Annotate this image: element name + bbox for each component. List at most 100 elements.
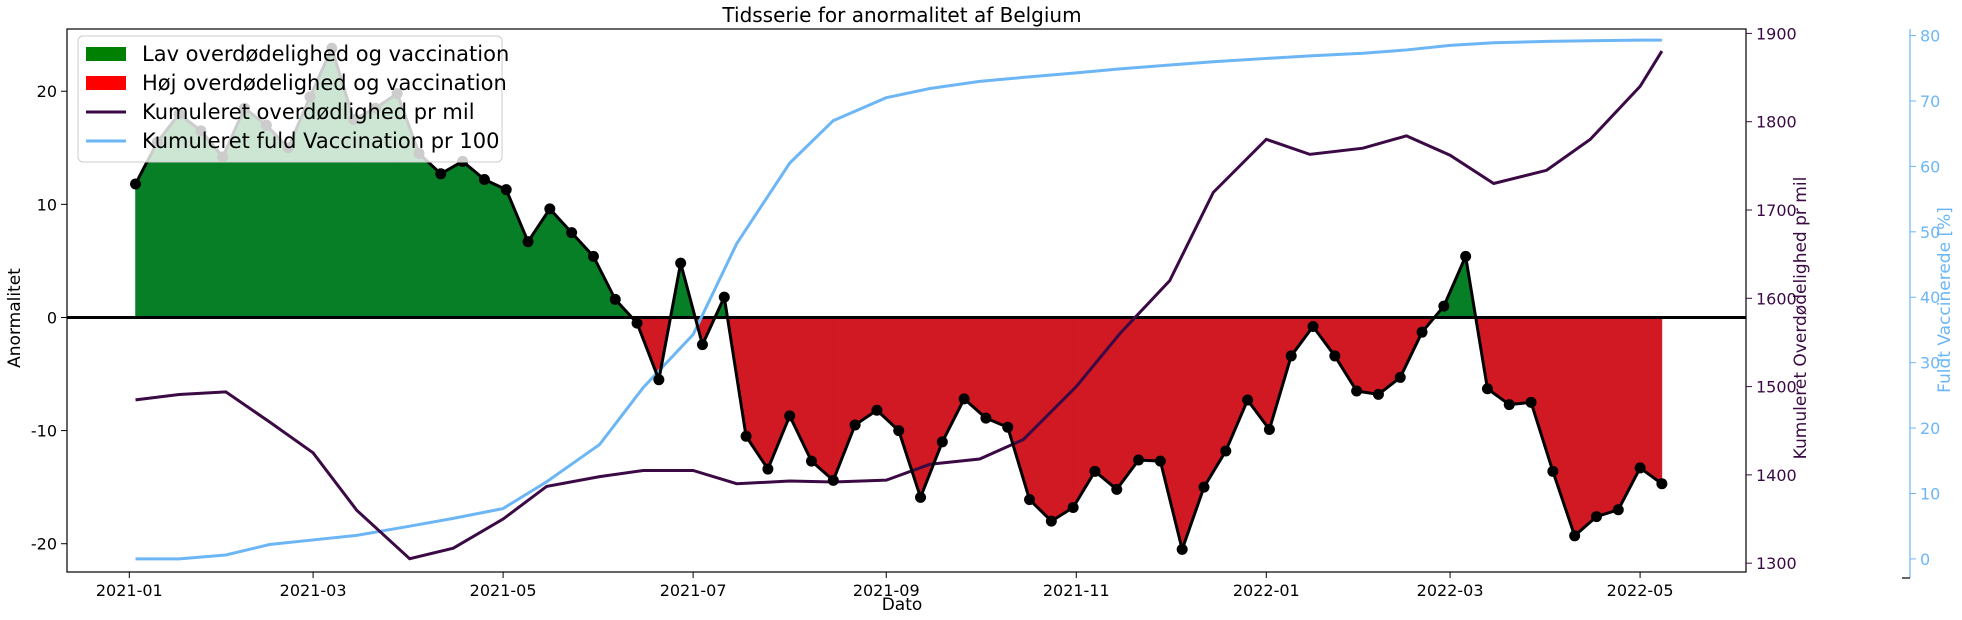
anomaly-fill-segment [1203,317,1227,489]
legend-label: Kumuleret overdødlighed pr mil [142,100,475,124]
anomaly-point [1285,350,1297,362]
anomaly-fill-segment [1160,317,1183,550]
anomaly-point [1002,421,1014,433]
anomaly-fill-segment [462,160,485,318]
anomaly-point [1460,250,1472,262]
anomaly-fill-segment [985,317,1009,428]
anomaly-fill-segment [440,160,463,318]
anomaly-point [1045,515,1057,527]
anomaly-fill-segment [1617,317,1641,510]
y3-axis-label: Fuldt Vaccinerede [%] [1935,207,1955,393]
y2-tick-label: 1400 [1756,466,1797,485]
anomaly-point [1024,494,1036,506]
vaccination-series-line [135,38,1662,561]
anomaly-point [653,374,665,386]
y-tick-label: -10 [31,422,57,441]
anomaly-point [1067,502,1079,514]
anomaly-point [1372,388,1384,400]
anomaly-point [1590,511,1602,523]
anomaly-point [784,410,796,422]
y2-tick-label: 1300 [1756,554,1797,573]
mortality-series-line [135,50,1664,561]
anomaly-point [478,173,490,185]
anomaly-point [849,419,861,431]
anomaly-point [1656,478,1668,490]
anomaly-point [762,463,774,475]
y3-tick-label: 10 [1920,484,1940,503]
anomaly-point [435,168,447,180]
x-tick-label: 2022-01 [1233,581,1300,600]
y3-tick-label: 20 [1920,419,1940,438]
anomaly-point [696,339,708,351]
anomaly-point [1111,483,1123,495]
y2-tick-label: 1800 [1756,113,1797,132]
anomaly-point [1154,455,1166,467]
anomaly-fill-segment [1574,317,1597,537]
anomaly-point [1416,326,1428,338]
y-tick-label: 0 [47,308,57,327]
anomaly-fill-segment [1508,317,1532,405]
anomaly-point [675,257,687,269]
x-tick-label: 2021-11 [1043,581,1110,600]
anomaly-point [1438,300,1450,312]
y-tick-label: -20 [31,535,57,554]
anomaly-point [871,404,883,416]
anomaly-point [1176,543,1188,555]
anomaly-point [936,436,948,448]
anomaly-point [1307,321,1319,333]
legend-label: Høj overdødelighed og vaccination [142,71,507,95]
y3-tick-label: 30 [1920,354,1940,373]
anomaly-point [958,393,970,405]
anomaly-point [1329,350,1341,362]
axes: 2021-01 2021-03 2021-05 2021-07 2021-09 2021-… [31,24,1941,600]
anomaly-point [1133,454,1145,466]
x-tick-label: 2022-05 [1607,581,1674,600]
legend-patch [86,76,126,90]
x-tick-label: 2021-03 [280,581,347,600]
anomaly-point [609,293,621,305]
anomaly-fill-segment [1639,317,1663,485]
anomaly-point [827,474,839,486]
y3-tick-label: 40 [1920,288,1940,307]
anomaly-point [1569,530,1581,542]
anomaly-fill-segment [1596,317,1619,517]
legend-label: Kumuleret fuld Vaccination pr 100 [142,129,499,153]
legend-patch [86,47,126,61]
anomaly-fill-segment [1138,317,1161,462]
anomaly-point [544,203,556,215]
legend: Lav overdødelighed og vaccination Høj ove… [77,35,509,163]
y2-axis-label: Kumuleret Overdødelighed pr mil [1791,177,1811,460]
anomaly-point [522,236,534,248]
anomaly-point [566,227,578,239]
anomaly-point [587,250,599,262]
anomaly-point [500,184,512,196]
y3-tick-label: 70 [1920,92,1940,111]
anomaly-point [718,291,730,303]
anomaly-point [980,412,992,424]
x-tick-label: 2021-09 [853,581,920,600]
anomaly-fill-segment [505,189,529,318]
anomaly-point [1242,394,1254,406]
x-tick-label: 2021-05 [470,581,537,600]
anomaly-fill-segment [1530,317,1554,472]
y3-tick-label: 60 [1920,157,1940,176]
anomaly-point [1089,465,1101,477]
x-tick-label: 2021-01 [96,581,163,600]
anomaly-fill-segment [484,178,507,318]
anomaly-fill-segment [1378,317,1401,396]
x-tick-label: 2022-03 [1417,581,1484,600]
anomaly-fill-segment [1269,317,1292,430]
legend-label: Lav overdødelighed og vaccination [142,42,509,66]
y3-tick-label: 80 [1920,27,1940,46]
y2-tick-label: 1700 [1756,201,1797,220]
anomaly-point [893,425,905,437]
anomaly-point [915,491,927,503]
y-axis-label: Anormalitet [5,268,25,368]
anomaly-point [1351,385,1363,397]
anomaly-point [1634,462,1646,474]
anomaly-fill-segment [135,141,158,318]
anomaly-point [805,455,817,467]
anomaly-point [1525,396,1537,408]
anomaly-fill-segment [1356,317,1379,395]
